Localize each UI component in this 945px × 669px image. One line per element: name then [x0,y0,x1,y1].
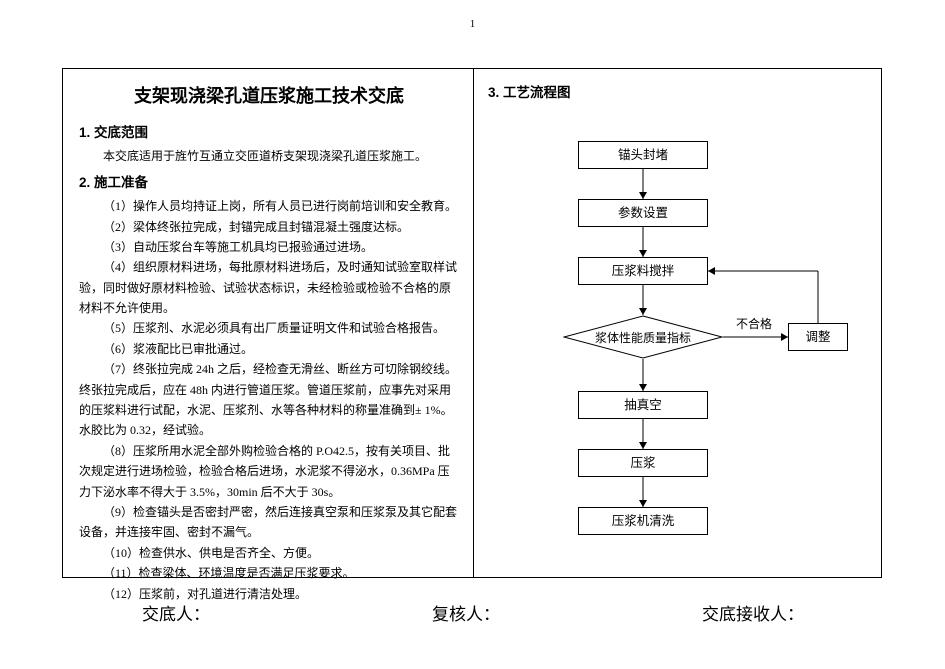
flow-edge [637,285,649,323]
flow-edge [637,359,649,399]
list-item: （8）压浆所用水泥全部外购检验合格的 P.O42.5，按有关项目、批次规定进行进… [79,441,459,502]
section-3-head: 3. 工艺流程图 [488,81,871,101]
flow-edge [637,419,649,457]
list-item: （7）终张拉完成 24h 之后，经检查无滑丝、断丝方可切除钢绞线。终张拉完成后，… [79,359,459,441]
right-column: 3. 工艺流程图 锚头封堵参数设置压浆料搅拌抽真空压浆压浆机清洗浆体性能质量指标… [473,69,881,577]
list-item: （3）自动压浆台车等施工机具均已报验通过进场。 [79,237,459,257]
left-column: 支架现浇梁孔道压浆施工技术交底 1. 交底范围 本交底适用于旌竹互通立交匝道桥支… [63,69,473,577]
list-item: （1）操作人员均持证上岗，所有人员已进行岗前培训和安全教育。 [79,196,459,216]
flow-edge [723,331,796,343]
list-item: （12）压浆前，对孔道进行清洁处理。 [79,584,459,604]
page-number: 1 [0,18,945,30]
signature-presenter: 交底人： [142,600,210,625]
flow-branch-label: 不合格 [736,315,772,332]
document-title: 支架现浇梁孔道压浆施工技术交底 [79,81,459,113]
signature-receiver: 交底接收人： [702,600,804,625]
section-1-head: 1. 交底范围 [79,121,459,145]
flow-edge [637,169,649,207]
section-2-head: 2. 施工准备 [79,171,459,195]
main-content-box: 支架现浇梁孔道压浆施工技术交底 1. 交底范围 本交底适用于旌竹互通立交匝道桥支… [62,68,882,578]
list-item: （5）压浆剂、水泥必须具有出厂质量证明文件和试验合格报告。 [79,318,459,338]
list-item: （2）梁体终张拉完成，封锚完成且封锚混凝土强度达标。 [79,217,459,237]
list-item: （9）检查锚头是否密封严密，然后连接真空泵和压浆泵及其它配套设备，并连接牢固、密… [79,502,459,543]
list-item: （10）检查供水、供电是否齐全、方便。 [79,543,459,563]
flow-edge [812,271,824,331]
flowchart: 锚头封堵参数设置压浆料搅拌抽真空压浆压浆机清洗浆体性能质量指标调整不合格 [488,111,871,551]
list-item: （4）组织原材料进场，每批原材料进场后，及时通知试验室取样试验，同时做好原材料检… [79,257,459,318]
flow-node-n1: 锚头封堵 [578,141,708,169]
signature-reviewer: 复核人： [432,600,500,625]
flow-edge [637,477,649,515]
list-item: （6）浆液配比已审批通过。 [79,339,459,359]
list-item: （11）检查梁体、环境温度是否满足压浆要求。 [79,563,459,583]
flow-edge [637,227,649,265]
flow-edge [708,265,826,277]
section-1-para: 本交底适用于旌竹互通立交匝道桥支架现浇梁孔道压浆施工。 [79,146,459,166]
